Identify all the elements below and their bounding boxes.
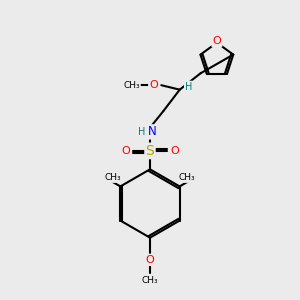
- Text: O: O: [170, 146, 179, 156]
- Text: CH₃: CH₃: [142, 276, 158, 285]
- Text: O: O: [149, 80, 158, 90]
- Text: S: S: [146, 144, 154, 158]
- Text: CH₃: CH₃: [178, 173, 195, 182]
- Text: N: N: [148, 125, 157, 138]
- Text: H: H: [185, 82, 192, 92]
- Text: CH₃: CH₃: [123, 81, 140, 90]
- Text: CH₃: CH₃: [105, 173, 122, 182]
- Text: H: H: [138, 127, 146, 137]
- Text: O: O: [212, 36, 221, 46]
- Text: O: O: [146, 255, 154, 265]
- Text: O: O: [121, 146, 130, 156]
